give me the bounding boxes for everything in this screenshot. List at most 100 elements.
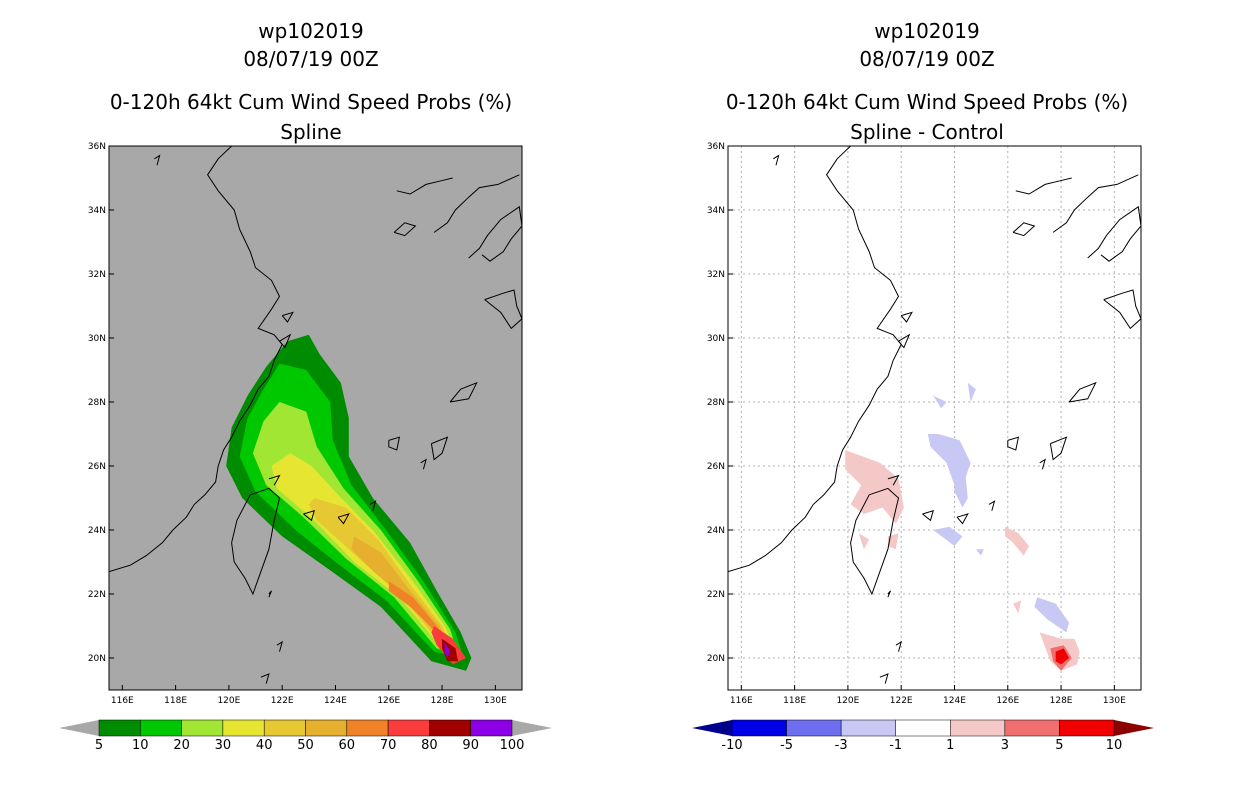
x-tick-label: 118E bbox=[164, 696, 187, 706]
colorbar-swatch bbox=[895, 719, 951, 737]
coastline-segment bbox=[887, 590, 891, 598]
y-tick-label: 28N bbox=[707, 398, 725, 408]
coastline-segment bbox=[773, 154, 780, 166]
right-title-line-2: 08/07/19 00Z bbox=[859, 47, 994, 71]
coastline-segment bbox=[393, 222, 417, 237]
x-tick-label: 120E bbox=[836, 696, 859, 706]
colorbar-swatch bbox=[263, 719, 306, 737]
y-tick-label: 26N bbox=[707, 462, 725, 472]
x-tick-label: 116E bbox=[111, 696, 134, 706]
x-tick-label: 128E bbox=[431, 696, 454, 706]
colorbar-label: 70 bbox=[380, 738, 397, 753]
left-title: wp102019 08/07/19 00Z 0-120h 64kt Cum Wi… bbox=[110, 19, 512, 144]
coastline-segment bbox=[468, 205, 522, 262]
coastline-segment bbox=[420, 458, 427, 470]
y-tick-label: 32N bbox=[707, 270, 725, 280]
right-plot-background bbox=[728, 146, 1141, 690]
coastline-segment bbox=[895, 640, 903, 652]
coastline-segment bbox=[956, 513, 969, 525]
colorbar-label: -3 bbox=[835, 738, 848, 753]
coastline-segment bbox=[1068, 381, 1097, 403]
colorbar-label: 90 bbox=[462, 738, 479, 753]
y-tick-label: 36N bbox=[88, 142, 106, 152]
contour-level-90 bbox=[444, 642, 451, 658]
right-title: wp102019 08/07/19 00Z 0-120h 64kt Cum Wi… bbox=[726, 19, 1128, 144]
coastline-segment bbox=[898, 333, 911, 349]
coastline-segment bbox=[1049, 436, 1068, 461]
left-axis-ticks: 116E 118E 120E 122E 124E 126E 128E 130E 20N 22N 24… bbox=[88, 142, 507, 706]
colorbar-swatch bbox=[305, 719, 348, 737]
left-title-line-3: 0-120h 64kt Cum Wind Speed Probs (%) bbox=[110, 90, 512, 114]
contour-level-1 bbox=[845, 450, 904, 524]
coastline-segment bbox=[433, 174, 520, 233]
contour-level-minus-3 bbox=[1034, 597, 1070, 633]
colorbar-label: 80 bbox=[421, 738, 438, 753]
coastline-segment bbox=[268, 590, 272, 598]
left-title-line-2: 08/07/19 00Z bbox=[243, 47, 378, 71]
contour-level-minus-3 bbox=[933, 526, 963, 546]
coastline-segment bbox=[109, 146, 283, 573]
coastline-segment bbox=[887, 474, 900, 486]
right-panel: wp102019 08/07/19 00Z 0-120h 64kt Cum Wi… bbox=[692, 19, 1154, 753]
x-tick-label: 118E bbox=[783, 696, 806, 706]
right-contours bbox=[845, 382, 1080, 671]
coastline-segment bbox=[1012, 222, 1036, 237]
coastline-segment bbox=[396, 177, 453, 195]
coastline-segment bbox=[231, 487, 281, 596]
y-tick-label: 36N bbox=[707, 142, 725, 152]
coastline-segment bbox=[276, 640, 284, 652]
colorbar-label: 30 bbox=[215, 738, 232, 753]
colorbar-extend-low bbox=[692, 720, 732, 736]
y-tick-label: 26N bbox=[88, 462, 106, 472]
right-grid bbox=[728, 145, 1141, 690]
coastline-segment bbox=[900, 311, 913, 323]
colorbar-swatch bbox=[429, 719, 471, 737]
x-tick-label: 128E bbox=[1050, 696, 1073, 706]
contour-level-1 bbox=[858, 533, 870, 550]
coastline-segment bbox=[279, 333, 292, 349]
coastline-segment bbox=[1087, 205, 1141, 262]
y-tick-label: 22N bbox=[707, 590, 725, 600]
y-tick-label: 30N bbox=[707, 334, 725, 344]
coastline-segment bbox=[369, 500, 377, 511]
colorbar-label: 100 bbox=[500, 738, 525, 753]
x-tick-label: 122E bbox=[890, 696, 913, 706]
x-tick-label: 126E bbox=[377, 696, 400, 706]
right-plot-frame bbox=[727, 145, 1142, 691]
contour-level-minus-3 bbox=[933, 395, 947, 409]
y-tick-label: 34N bbox=[88, 206, 106, 216]
colorbar-swatch bbox=[786, 719, 842, 737]
contour-level-5 bbox=[1055, 648, 1070, 665]
coastline-segment bbox=[879, 673, 889, 684]
right-colorbar: -10 -5 -3 -1 1 3 5 10 bbox=[692, 719, 1154, 753]
y-tick-label: 28N bbox=[88, 398, 106, 408]
coastline-segment bbox=[281, 311, 294, 323]
left-colorbar: 5 10 20 30 40 50 60 70 80 90 100 bbox=[59, 719, 552, 753]
contour-level-60 bbox=[388, 581, 448, 646]
x-tick-label: 130E bbox=[1103, 696, 1126, 706]
x-tick-label: 124E bbox=[943, 696, 966, 706]
left-title-line-4: Spline bbox=[280, 120, 341, 144]
colorbar-swatch bbox=[950, 719, 1006, 737]
colorbar-label: 10 bbox=[132, 738, 149, 753]
x-tick-label: 126E bbox=[996, 696, 1019, 706]
colorbar-label: -1 bbox=[889, 738, 902, 753]
colorbar-label: 60 bbox=[339, 738, 356, 753]
x-tick-label: 124E bbox=[324, 696, 347, 706]
colorbar-label: 5 bbox=[1055, 738, 1063, 753]
coastline-segment bbox=[430, 436, 449, 461]
colorbar-label: -10 bbox=[721, 738, 742, 753]
colorbar-swatch bbox=[470, 719, 513, 737]
colorbar-extend-high bbox=[512, 720, 552, 736]
right-title-line-1: wp102019 bbox=[874, 19, 979, 43]
contour-level-minus-3 bbox=[967, 382, 976, 402]
right-coastline bbox=[728, 146, 1141, 684]
y-tick-label: 32N bbox=[88, 270, 106, 280]
right-title-line-4: Spline - Control bbox=[850, 120, 1004, 144]
colorbar-label: 10 bbox=[1106, 738, 1123, 753]
coastline-segment bbox=[1039, 458, 1046, 470]
y-tick-label: 22N bbox=[88, 590, 106, 600]
y-tick-label: 20N bbox=[88, 654, 106, 664]
coastline-segment bbox=[388, 436, 401, 451]
